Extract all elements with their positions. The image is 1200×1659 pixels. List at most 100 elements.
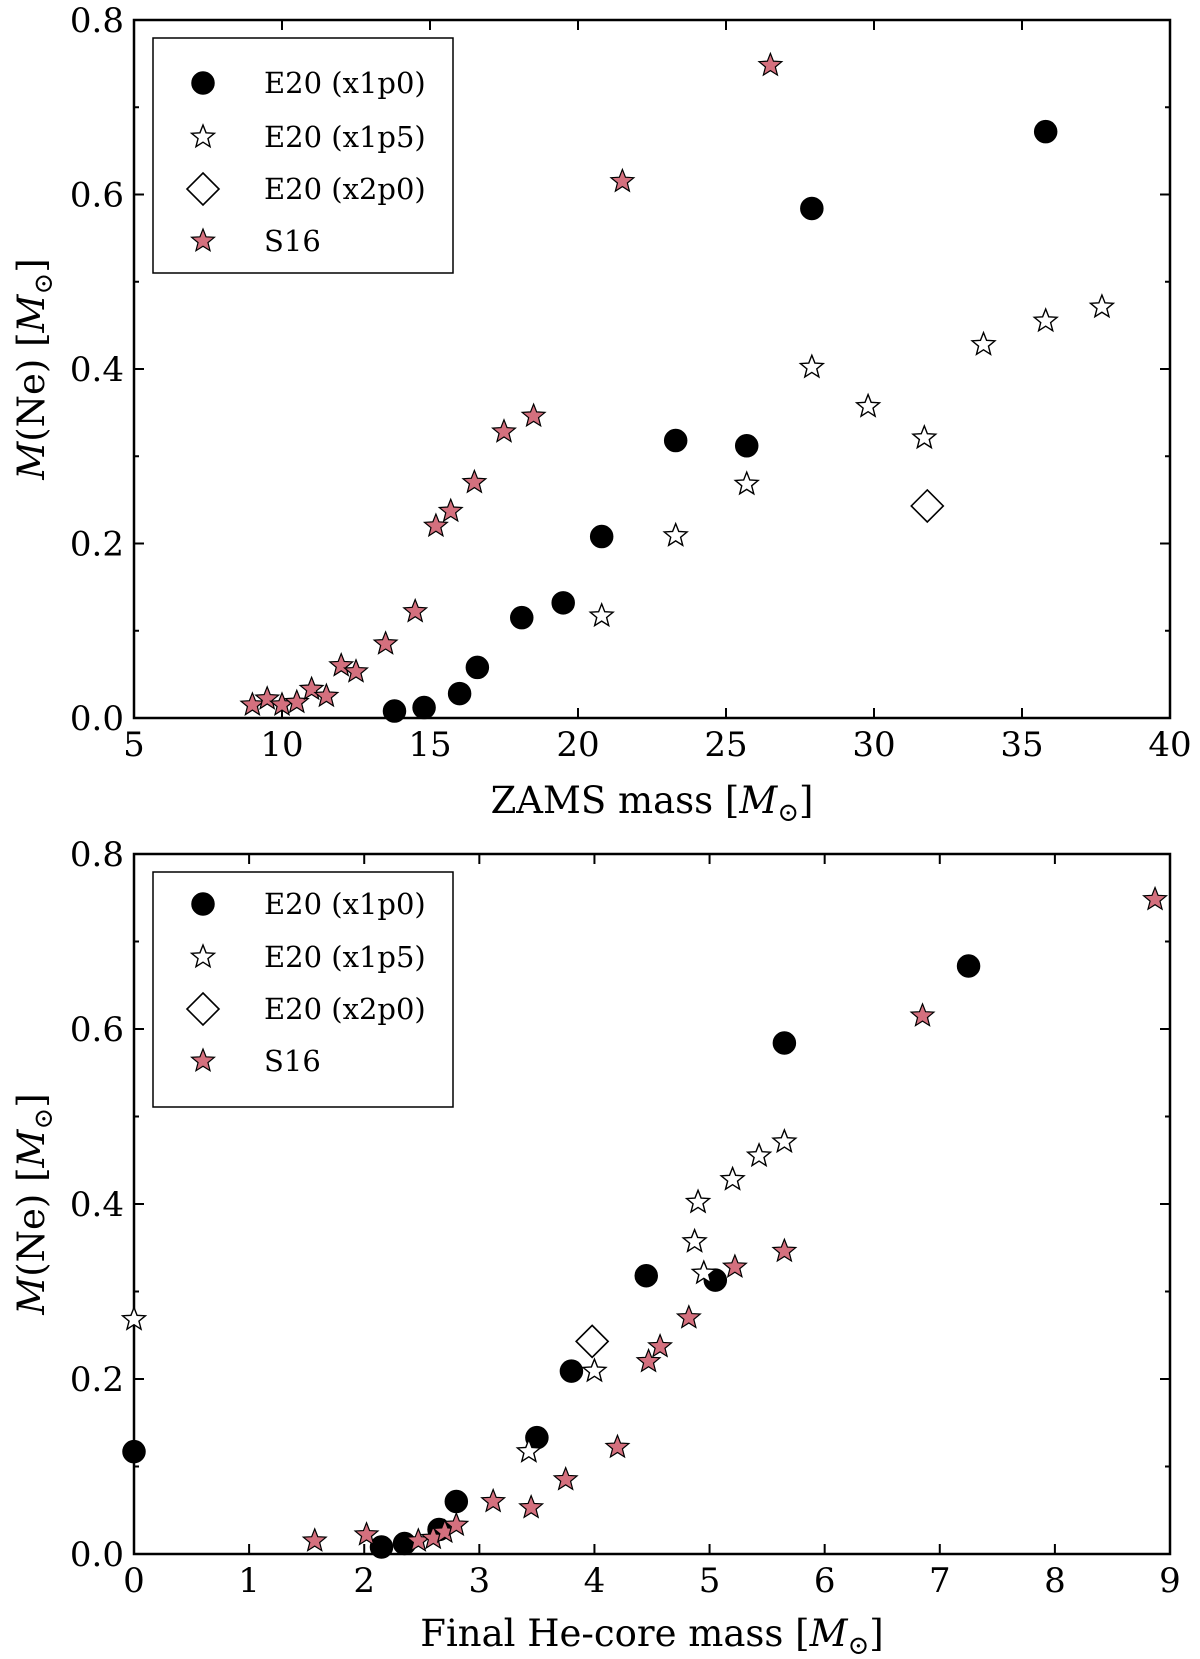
data-point <box>745 1141 773 1168</box>
data-point <box>588 602 615 628</box>
top-legend: E20 (x1p0) E20 (x1p5) E20 (x2p0) S16 <box>152 37 454 274</box>
data-point <box>1088 293 1116 319</box>
legend-marker <box>190 1047 216 1073</box>
x-tick-label: 20 <box>556 725 599 765</box>
data-point <box>1032 307 1059 333</box>
data-point <box>635 1347 662 1373</box>
data-point <box>663 428 688 453</box>
x-tick-label: 6 <box>814 1561 836 1601</box>
y-tick-label: 0.8 <box>70 1 124 41</box>
x-tick-label: 40 <box>1148 725 1191 765</box>
data-point <box>604 1433 631 1459</box>
data-point <box>909 1002 936 1027</box>
data-point <box>581 1357 608 1383</box>
data-point <box>461 468 488 494</box>
data-point <box>634 1264 658 1288</box>
data-point <box>298 675 325 701</box>
data-point <box>343 658 369 683</box>
data-point <box>552 1465 579 1491</box>
top-x-axis-title: ZAMS mass [M⊙] <box>491 779 814 828</box>
x-tick-label: 35 <box>1000 725 1043 765</box>
data-point <box>551 591 575 615</box>
legend-marker <box>189 123 217 149</box>
data-point <box>443 1511 470 1537</box>
data-point <box>910 488 945 524</box>
x-tick-label: 7 <box>929 1561 951 1601</box>
data-point <box>559 1359 584 1383</box>
x-tick-label: 4 <box>584 1561 606 1601</box>
data-point <box>798 353 826 379</box>
data-point <box>911 424 938 450</box>
data-point <box>771 1237 798 1263</box>
data-point <box>575 1324 610 1359</box>
legend-marker <box>191 71 215 95</box>
data-point <box>854 392 882 418</box>
top-y-axis-title: M(Ne) [M⊙] <box>10 258 59 480</box>
data-point <box>970 330 997 356</box>
legend-label: E20 (x2p0) <box>264 992 426 1026</box>
data-point <box>412 695 436 720</box>
data-point <box>491 418 517 443</box>
data-point <box>647 1332 674 1358</box>
data-point <box>956 954 981 978</box>
data-point <box>1142 885 1169 911</box>
legend-label: E20 (x1p5) <box>264 120 426 154</box>
data-point <box>369 1535 394 1559</box>
x-tick-label: 30 <box>852 725 895 765</box>
data-point <box>757 51 784 77</box>
data-point <box>392 1531 417 1556</box>
bottom-legend: E20 (x1p0) E20 (x1p5) E20 (x2p0) S16 <box>152 871 454 1108</box>
data-point <box>283 688 310 714</box>
data-point <box>372 630 399 655</box>
bottom-y-axis-title: M(Ne) [M⊙] <box>10 1093 59 1315</box>
data-point <box>800 196 824 221</box>
data-point <box>239 691 266 716</box>
y-tick-label: 0.6 <box>70 176 124 216</box>
legend-marker <box>189 943 217 969</box>
data-point <box>684 1188 712 1214</box>
data-point <box>254 685 281 710</box>
y-tick-label: 0.4 <box>70 1185 124 1225</box>
data-point <box>422 512 449 538</box>
x-tick-label: 2 <box>353 1561 375 1601</box>
top-data-points <box>239 51 1116 723</box>
x-tick-label: 25 <box>704 725 747 765</box>
legend-marker <box>185 171 221 207</box>
legend-label: E20 (x1p5) <box>264 940 426 974</box>
y-tick-label: 0.2 <box>70 525 124 565</box>
legend-label: S16 <box>264 224 321 258</box>
bottom-x-axis-title: Final He-core mass [M⊙] <box>420 1612 883 1659</box>
x-tick-label: 5 <box>699 1561 721 1601</box>
legend-label: E20 (x1p0) <box>264 887 426 921</box>
bottom-y-ticks: 0.0 0.2 0.4 0.6 0.8 <box>70 835 1170 1575</box>
data-point <box>520 402 547 428</box>
legend-marker <box>191 892 215 916</box>
data-point <box>662 521 689 547</box>
data-point <box>733 470 760 496</box>
data-point <box>515 1437 543 1463</box>
legend-label: E20 (x2p0) <box>264 172 426 206</box>
legend-label: E20 (x1p0) <box>264 66 426 100</box>
data-point <box>690 1259 718 1285</box>
data-point <box>382 699 407 723</box>
data-point <box>122 1439 146 1464</box>
data-point <box>301 1527 328 1552</box>
data-point <box>480 1487 507 1513</box>
x-tick-label: 0 <box>123 1561 145 1601</box>
data-point <box>719 1165 746 1191</box>
data-point <box>772 1031 797 1055</box>
x-tick-label: 9 <box>1159 1561 1181 1601</box>
data-point <box>771 1127 798 1154</box>
x-tick-label: 1 <box>238 1561 260 1601</box>
bottom-data-points <box>120 885 1169 1559</box>
data-point <box>353 1521 380 1546</box>
x-tick-label: 10 <box>260 725 303 765</box>
data-point <box>721 1253 748 1279</box>
data-point <box>313 682 340 708</box>
data-point <box>447 681 472 706</box>
top-panel: 0.0 0.2 0.4 0.6 0.8 5 10 15 20 25 30 35 40 E20 (x1p… <box>10 1 1192 828</box>
data-point <box>437 497 464 523</box>
x-tick-label: 15 <box>408 725 451 765</box>
legend-label: S16 <box>264 1044 321 1078</box>
